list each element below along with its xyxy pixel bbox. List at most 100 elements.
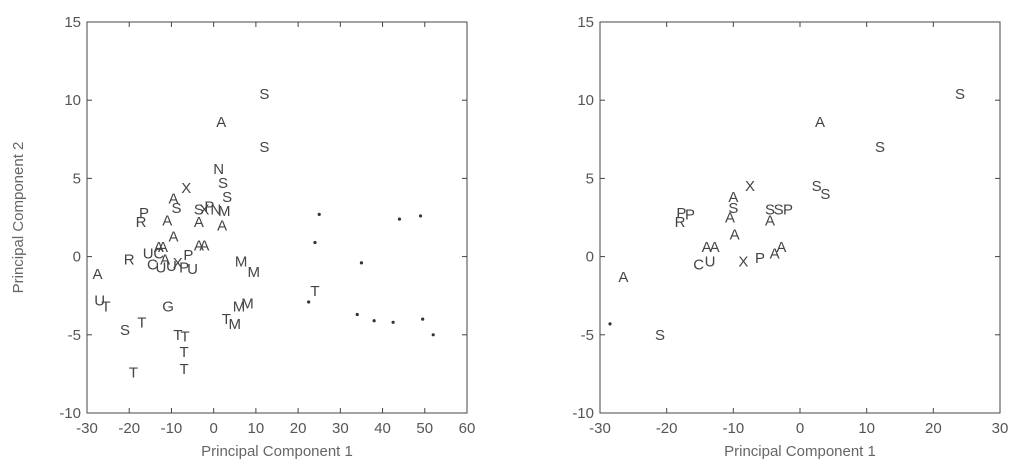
data-point-label: X xyxy=(199,202,209,219)
data-point-label: S xyxy=(728,200,738,217)
data-point-label: N xyxy=(210,202,221,219)
data-point-label: S xyxy=(259,86,269,103)
data-point-label: A xyxy=(216,114,226,131)
data-point-dot xyxy=(391,320,395,324)
data-point-label: U xyxy=(143,245,154,262)
y-tick-label: -5 xyxy=(68,327,81,344)
data-point-label: X xyxy=(745,178,755,195)
data-point-label: P xyxy=(139,205,149,222)
y-tick-label: -10 xyxy=(572,405,594,422)
data-point-label: T xyxy=(180,361,189,378)
y-tick-label: 5 xyxy=(586,170,594,187)
data-point-label: P xyxy=(183,247,193,264)
data-point-label: M xyxy=(218,203,231,220)
data-point-dot xyxy=(421,317,425,321)
x-tick-label: -20 xyxy=(656,420,678,437)
data-point-dot xyxy=(355,312,359,317)
data-point-label: S xyxy=(774,202,784,219)
data-point-dot xyxy=(608,322,612,326)
left-pca-plot: -30 -20 -10 0 10 20 30 40 50 60 -10 -5 0 5 10 15 Princip… xyxy=(10,14,475,460)
y-tick-label: 5 xyxy=(73,170,81,187)
data-point-label: R xyxy=(136,214,147,231)
right-pca-plot: -30 -20 -10 0 10 20 30 -10 -5 0 5 10 15 Principal Com… xyxy=(572,14,1008,460)
data-point-label: A xyxy=(815,114,825,131)
y-tick-label: 10 xyxy=(64,92,81,109)
data-point-dot xyxy=(307,300,311,304)
y-tick-label: 0 xyxy=(73,249,81,266)
data-point-label: U xyxy=(94,292,105,309)
data-point-label: U xyxy=(166,258,177,275)
data-point-label: S xyxy=(120,322,130,339)
data-point-label: T xyxy=(222,311,231,328)
data-point-label: A xyxy=(154,239,164,256)
data-point-label: M xyxy=(233,299,246,316)
data-point-label: S xyxy=(259,139,269,156)
data-point-label: A xyxy=(160,252,170,269)
data-point-label: A xyxy=(217,217,227,234)
plot-frame xyxy=(86,21,468,414)
x-tick-label: -10 xyxy=(161,420,183,437)
data-point-label: A xyxy=(194,214,204,231)
data-point-label: T xyxy=(137,314,146,331)
data-point-label: A xyxy=(618,269,628,286)
x-tick-label: 10 xyxy=(248,420,265,437)
data-point-label: P xyxy=(179,260,189,277)
data-point-label: X xyxy=(738,253,748,270)
data-point-label: T xyxy=(129,364,138,381)
data-point-dot xyxy=(397,217,402,221)
data-point-label: S xyxy=(765,202,775,219)
data-point-dot xyxy=(372,319,376,323)
data-point-label: R xyxy=(675,214,686,231)
data-point-label: S xyxy=(194,202,204,219)
data-point-dot xyxy=(359,261,364,265)
data-point-label: U xyxy=(705,253,716,270)
data-point-label: P xyxy=(783,202,793,219)
data-point-label: X xyxy=(173,255,183,272)
x-tick-label: -20 xyxy=(118,420,140,437)
y-tick-label: 0 xyxy=(586,249,594,266)
data-point-label: A xyxy=(730,227,740,244)
data-point-label: S xyxy=(218,175,228,192)
data-point-dot xyxy=(317,212,321,216)
data-point-label: C xyxy=(153,245,164,262)
data-point-label: A xyxy=(194,238,204,255)
data-point-label: G xyxy=(162,299,174,316)
data-point-label: S xyxy=(812,178,822,195)
data-point-label: A xyxy=(162,213,172,230)
data-point-label: S xyxy=(820,186,830,203)
data-point-label: A xyxy=(199,238,209,255)
data-point-label: A xyxy=(776,239,786,256)
data-point-label: U xyxy=(155,260,166,277)
data-point-label: U xyxy=(187,261,198,278)
data-point-label: R xyxy=(124,252,135,269)
plot-frame xyxy=(599,21,1001,414)
data-point-label: M xyxy=(229,316,242,333)
data-point-label: A xyxy=(93,266,103,283)
data-point-label: T xyxy=(180,344,189,361)
x-tick-label: -10 xyxy=(722,420,744,437)
data-point-label: N xyxy=(213,161,224,178)
data-point-label: A xyxy=(765,213,775,230)
data-point-label: S xyxy=(222,189,232,206)
data-point-label: A xyxy=(725,210,735,227)
data-point-label: A xyxy=(710,239,720,256)
data-point-dot xyxy=(431,333,435,337)
data-point-label: A xyxy=(158,239,168,256)
x-tick-label: 30 xyxy=(992,420,1009,437)
x-tick-label: -30 xyxy=(589,420,611,437)
x-tick-label: 50 xyxy=(416,420,433,437)
y-tick-label: -5 xyxy=(581,327,594,344)
x-tick-label: 20 xyxy=(290,420,307,437)
data-point-label: A xyxy=(770,245,780,262)
x-tick-label: 0 xyxy=(796,420,804,437)
y-axis-title: Principal Component 2 xyxy=(10,142,27,294)
y-tick-label: -10 xyxy=(59,405,81,422)
data-point-label: T xyxy=(101,299,110,316)
data-point-label: P xyxy=(204,199,214,216)
data-point-label: T xyxy=(173,327,182,344)
y-tick-label: 15 xyxy=(64,14,81,31)
data-point-label: T xyxy=(310,283,319,300)
data-point-label: S xyxy=(172,200,182,217)
x-tick-label: 40 xyxy=(374,420,391,437)
x-tick-label: 30 xyxy=(332,420,349,437)
